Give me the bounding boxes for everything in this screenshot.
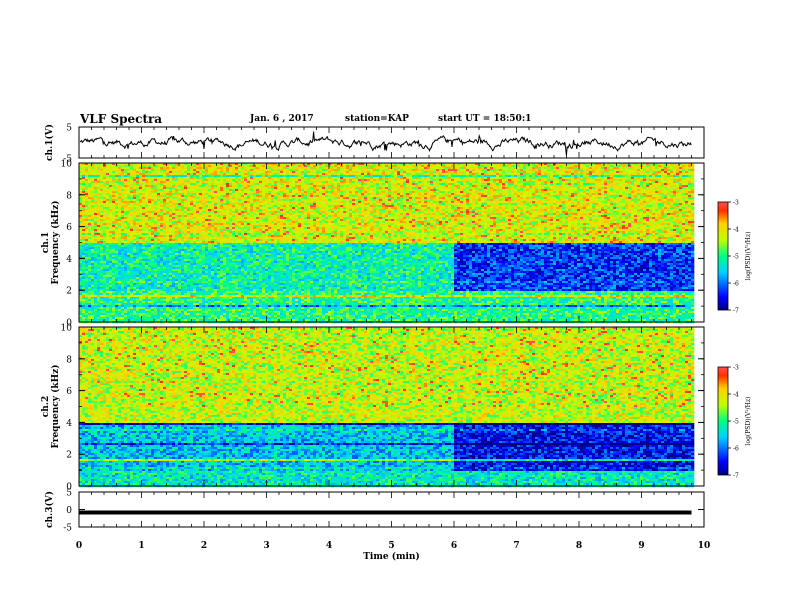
ch1-waveform-ylabel: ch.1(V) (44, 124, 55, 161)
x-tick-label: 3 (263, 541, 269, 551)
y-tick-label: 0 (66, 506, 72, 516)
y-tick-label: 5 (66, 124, 72, 134)
x-tick-label: 1 (138, 541, 144, 551)
x-tick-label: 8 (576, 541, 582, 551)
colorbar-tick-label: -7 (733, 473, 739, 480)
y-tick-label: 2 (66, 451, 72, 461)
vlf-spectra-figure: 5-5ch.1(V)0246810ch.1 Frequency (kHz) -3-4… (0, 0, 792, 612)
colorbar-tick-label: -6 (733, 281, 739, 288)
colorbar-tick-label: -3 (733, 200, 739, 207)
y-tick-label: 10 (61, 324, 73, 334)
ch2-spectrogram-ylabel-channel: ch.2 (41, 396, 51, 417)
y-tick-label: 2 (66, 287, 72, 297)
colorbar-tick-label: -5 (733, 419, 739, 426)
ch1-spectrogram-image (79, 163, 694, 323)
ch1-spectrogram-ylabel-channel: ch.1 (41, 232, 51, 253)
colorbar-tick-label: -5 (733, 254, 739, 261)
y-tick-label: 6 (66, 223, 72, 233)
ch1-spectrogram-ylabel-frequency: Frequency (kHz) (50, 200, 61, 284)
colorbar (718, 367, 728, 475)
y-tick-label: 5 (66, 489, 72, 499)
y-tick-label: 8 (66, 191, 72, 201)
y-tick-label: 8 (66, 355, 72, 365)
y-tick-label: 10 (61, 160, 73, 170)
colorbar-tick-label: -7 (733, 308, 739, 315)
ch2-spectrogram-ylabel-frequency: Frequency (kHz) (50, 364, 61, 448)
colorbar-tick-label: -4 (733, 392, 739, 399)
x-tick-label: 6 (451, 541, 457, 551)
x-axis-label: Time (min) (363, 551, 420, 562)
y-tick-label: 6 (66, 387, 72, 397)
colorbar-tick-label: -4 (733, 227, 739, 234)
colorbar (718, 202, 728, 310)
y-tick-label: 4 (66, 255, 72, 265)
colorbar-label: log(PSD)(V²/Hz) (745, 232, 752, 281)
x-tick-label: 7 (513, 541, 519, 551)
colorbar-label: log(PSD)(V²/Hz) (745, 397, 752, 446)
colorbar-tick-label: -3 (733, 365, 739, 372)
x-tick-label: 10 (698, 541, 711, 551)
y-tick-label: 4 (66, 419, 72, 429)
colorbar-tick-label: -6 (733, 446, 739, 453)
ch2-spectrogram-image (79, 327, 694, 487)
x-tick-label: 2 (201, 541, 207, 551)
x-tick-label: 4 (326, 541, 332, 551)
x-tick-label: 0 (76, 541, 82, 551)
x-tick-label: 9 (638, 541, 644, 551)
ch3-waveform-ylabel: ch.3(V) (44, 491, 55, 528)
x-tick-label: 5 (388, 541, 394, 551)
y-tick-label: -5 (63, 524, 72, 534)
ch1-waveform-trace (80, 132, 691, 156)
